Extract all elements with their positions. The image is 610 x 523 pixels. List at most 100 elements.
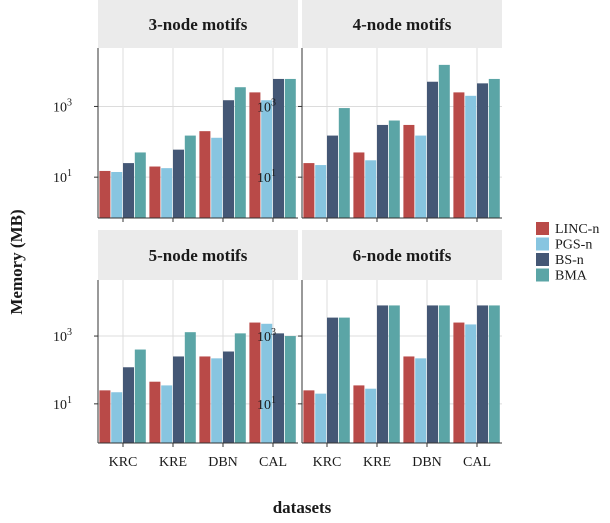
- bar: [134, 349, 146, 443]
- legend-swatch: [536, 237, 549, 251]
- facet-title: 3-node motifs: [149, 15, 248, 34]
- bar: [161, 385, 173, 443]
- bar: [211, 137, 223, 218]
- bar: [123, 163, 134, 218]
- bar: [388, 120, 400, 218]
- y-tick-label: 101: [257, 168, 276, 186]
- y-axis-title: Memory (MB): [7, 209, 26, 314]
- bar: [303, 163, 315, 218]
- bar: [315, 165, 327, 218]
- bar: [199, 131, 211, 218]
- bar: [223, 351, 234, 443]
- bar: [249, 322, 261, 443]
- facet-title: 6-node motifs: [353, 246, 452, 265]
- bar: [353, 385, 365, 443]
- facet-strip: [98, 0, 298, 48]
- bar: [284, 78, 296, 218]
- facet-panel: 3-node motifs 101 103: [53, 0, 298, 222]
- bar: [111, 392, 123, 443]
- bar: [199, 356, 211, 443]
- bar: [161, 168, 173, 218]
- bar: [453, 322, 465, 443]
- bar: [261, 100, 273, 218]
- bar: [149, 381, 161, 443]
- bar: [465, 324, 477, 443]
- legend-swatch: [536, 253, 549, 266]
- y-tick-label: 103: [257, 97, 276, 115]
- x-axis-title: datasets: [273, 498, 332, 517]
- facet-panel: 5-node motifs 101 103 KRC KRE DBN CAL: [53, 230, 298, 470]
- y-tick-label: 101: [53, 168, 72, 186]
- y-tick-label: 101: [53, 395, 72, 413]
- bar: [477, 83, 488, 218]
- bar: [453, 92, 465, 218]
- x-tick-label: KRC: [313, 455, 342, 470]
- facet-strip: [98, 230, 298, 280]
- bar: [303, 390, 315, 443]
- x-tick-label: DBN: [208, 455, 238, 470]
- bar: [415, 358, 427, 443]
- legend-swatch: [536, 222, 549, 235]
- bar: [427, 305, 438, 443]
- y-tick-label: 103: [53, 97, 72, 115]
- x-tick-label: CAL: [259, 455, 287, 470]
- bar: [234, 87, 246, 218]
- y-tick-label: 103: [53, 327, 72, 345]
- bar: [111, 171, 123, 218]
- bar: [365, 160, 377, 218]
- bar: [223, 100, 234, 218]
- bar: [273, 333, 284, 443]
- x-tick-label: KRC: [109, 455, 138, 470]
- bar: [327, 135, 338, 218]
- facet-title: 5-node motifs: [149, 246, 248, 265]
- bar: [403, 356, 415, 443]
- x-tick-label: CAL: [463, 455, 491, 470]
- bar: [403, 124, 415, 218]
- bar: [488, 305, 500, 443]
- bar: [99, 170, 111, 218]
- bar: [99, 390, 111, 443]
- facet-title: 4-node motifs: [353, 15, 452, 34]
- bar: [377, 305, 388, 443]
- bar: [273, 78, 284, 218]
- bar: [465, 95, 477, 218]
- bar: [149, 166, 161, 218]
- x-tick-label: KRE: [159, 455, 187, 470]
- bar: [327, 317, 338, 443]
- legend-label: PGS-n: [555, 238, 592, 253]
- legend-label: BMA: [555, 269, 588, 284]
- x-tick-label: KRE: [363, 455, 391, 470]
- bar: [123, 367, 134, 443]
- bar: [234, 333, 246, 443]
- bar: [173, 149, 184, 218]
- legend-label: LINC-n: [555, 222, 599, 237]
- facet-panel: 4-node motifs 101 103: [257, 0, 502, 222]
- bar: [261, 323, 273, 443]
- bar: [365, 388, 377, 443]
- bar: [388, 305, 400, 443]
- facet-strip: [302, 230, 502, 280]
- bar: [477, 305, 488, 443]
- bar: [315, 393, 327, 443]
- bar: [338, 108, 350, 218]
- legend-label: BS-n: [555, 253, 584, 268]
- legend-swatch: [536, 268, 549, 282]
- y-tick-label: 103: [257, 327, 276, 345]
- bar: [427, 81, 438, 219]
- bar: [438, 64, 450, 218]
- bar: [184, 332, 196, 443]
- bar: [438, 305, 450, 443]
- x-tick-label: DBN: [412, 455, 442, 470]
- facet-panel: 6-node motifs 101 103 KRC KRE DBN CAL: [257, 230, 502, 470]
- bar: [377, 124, 388, 218]
- bar: [211, 358, 223, 443]
- bar: [415, 135, 427, 218]
- bar: [134, 152, 146, 218]
- bar: [284, 336, 296, 443]
- bar: [249, 92, 261, 218]
- facet-strip: [302, 0, 502, 48]
- bar: [173, 356, 184, 443]
